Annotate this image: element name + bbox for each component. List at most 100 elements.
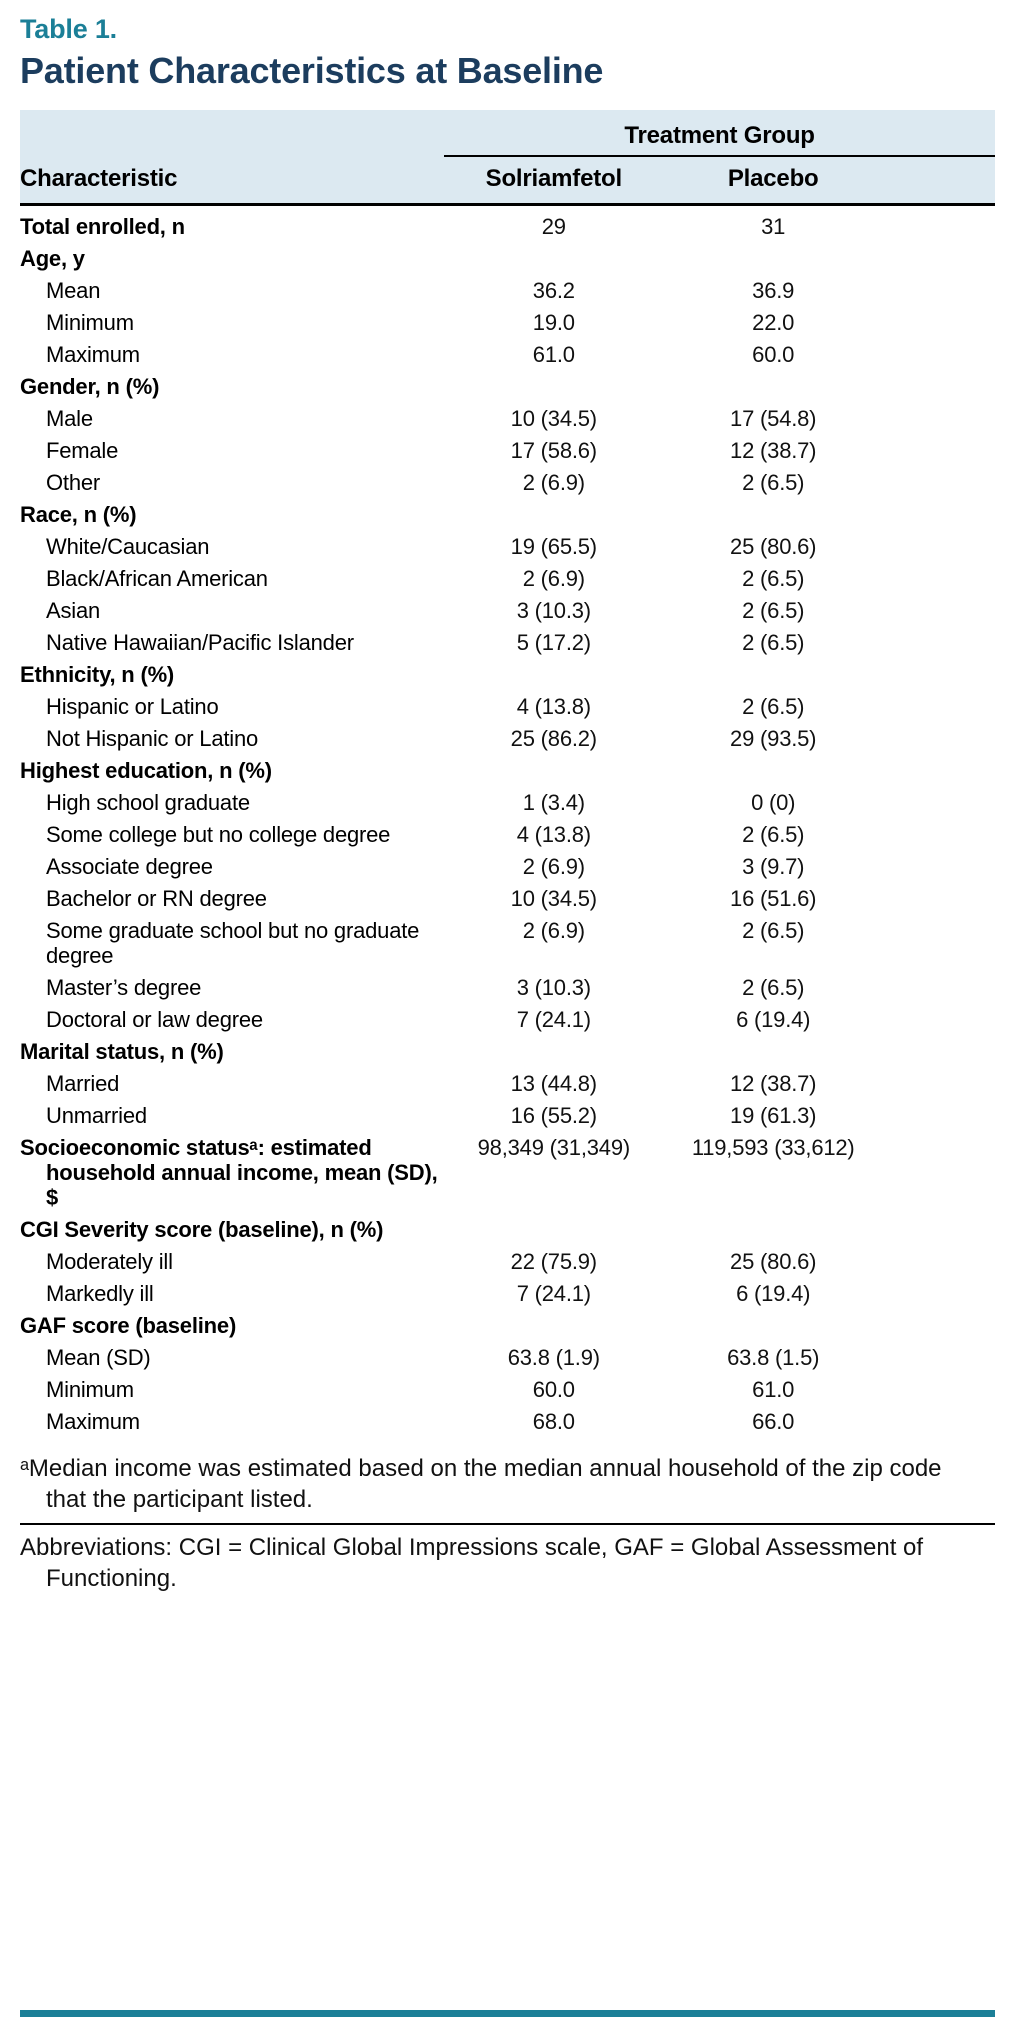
row-value-solriamfetol: 98,349 (31,349)	[477, 1135, 631, 1160]
row-value-solriamfetol	[444, 1309, 663, 1341]
table-row: Male 10 (34.5) 17 (54.8)	[20, 402, 995, 434]
row-filler	[883, 1099, 995, 1131]
table-number-label: Table 1.	[20, 14, 117, 44]
row-label: Mean (SD)	[46, 1345, 151, 1370]
row-value-placebo	[664, 498, 883, 530]
row-label: Master’s degree	[46, 975, 202, 1000]
row-value-solriamfetol: 2 (6.9)	[522, 918, 585, 943]
row-label: Minimum	[46, 1377, 134, 1402]
table-row: Married 13 (44.8) 12 (38.7)	[20, 1067, 995, 1099]
row-value-solriamfetol: 19.0	[532, 310, 575, 335]
row-value-placebo: 2 (6.5)	[742, 630, 805, 655]
row-value-solriamfetol: 10 (34.5)	[510, 886, 597, 911]
row-label: Unmarried	[46, 1103, 147, 1128]
row-value-solriamfetol: 2 (6.9)	[522, 470, 585, 495]
table-section-row: Age, y	[20, 242, 995, 274]
row-value-solriamfetol	[444, 498, 663, 530]
row-value-solriamfetol: 36.2	[532, 278, 575, 303]
table-section-row: Race, n (%)	[20, 498, 995, 530]
row-value-placebo: 2 (6.5)	[742, 822, 805, 847]
row-filler	[883, 914, 995, 971]
row-filler	[883, 338, 995, 370]
row-value-solriamfetol: 1 (3.4)	[522, 790, 585, 815]
row-filler	[883, 658, 995, 690]
row-value-placebo	[664, 754, 883, 786]
table-row: Maximum 61.0 60.0	[20, 338, 995, 370]
row-label: White/Caucasian	[46, 534, 210, 559]
bottom-accent-rule	[20, 2010, 995, 2017]
row-value-placebo: 0 (0)	[751, 790, 796, 815]
row-label: Some graduate school but no graduate deg…	[46, 918, 420, 968]
row-filler	[883, 530, 995, 562]
row-value-solriamfetol	[444, 242, 663, 274]
row-label: Moderately ill	[46, 1249, 173, 1274]
row-value-placebo: 16 (51.6)	[730, 886, 817, 911]
row-label: CGI Severity score (baseline), n (%)	[20, 1217, 384, 1242]
row-value-placebo: 2 (6.5)	[742, 918, 805, 943]
row-label: Markedly ill	[46, 1281, 154, 1306]
table-row: Bachelor or RN degree 10 (34.5) 16 (51.6)	[20, 882, 995, 914]
row-label: Doctoral or law degree	[46, 1007, 263, 1032]
table-row: Minimum 60.0 61.0	[20, 1373, 995, 1405]
row-value-placebo: 12 (38.7)	[730, 1071, 817, 1096]
row-value-placebo: 61.0	[752, 1377, 795, 1402]
column-header-filler	[882, 156, 995, 206]
row-value-solriamfetol: 29	[541, 214, 566, 239]
row-filler	[883, 402, 995, 434]
row-value-solriamfetol: 2 (6.9)	[522, 854, 585, 879]
row-value-placebo: 12 (38.7)	[730, 438, 817, 463]
row-filler	[883, 722, 995, 754]
row-value-solriamfetol	[444, 658, 663, 690]
treatment-group-header: Treatment Group	[444, 110, 995, 157]
table-section-row: Gender, n (%)	[20, 370, 995, 402]
row-label: Not Hispanic or Latino	[46, 726, 259, 751]
table-row: Doctoral or law degree 7 (24.1) 6 (19.4)	[20, 1003, 995, 1035]
row-filler	[883, 1035, 995, 1067]
row-value-solriamfetol	[444, 1035, 663, 1067]
row-filler	[883, 1067, 995, 1099]
row-label: Ethnicity, n (%)	[20, 662, 175, 687]
row-value-solriamfetol: 25 (86.2)	[510, 726, 597, 751]
row-label: Minimum	[46, 310, 134, 335]
row-value-placebo: 6 (19.4)	[736, 1007, 811, 1032]
row-filler	[883, 242, 995, 274]
row-value-solriamfetol: 3 (10.3)	[516, 598, 591, 623]
row-value-solriamfetol: 10 (34.5)	[510, 406, 597, 431]
row-filler	[883, 626, 995, 658]
table-row: High school graduate 1 (3.4) 0 (0)	[20, 786, 995, 818]
table-row: Total enrolled, n 29 31	[20, 205, 995, 243]
row-label: Asian	[46, 598, 101, 623]
row-label: Race, n (%)	[20, 502, 137, 527]
row-filler	[883, 882, 995, 914]
row-label: GAF score (baseline)	[20, 1313, 237, 1338]
row-value-placebo	[664, 1035, 883, 1067]
row-filler	[883, 754, 995, 786]
row-filler	[883, 434, 995, 466]
row-filler	[883, 971, 995, 1003]
row-filler	[883, 1245, 995, 1277]
table-row: Some graduate school but no graduate deg…	[20, 914, 995, 971]
row-value-placebo: 36.9	[752, 278, 795, 303]
row-value-solriamfetol: 3 (10.3)	[516, 975, 591, 1000]
row-value-placebo: 6 (19.4)	[736, 1281, 811, 1306]
table-section-row: Ethnicity, n (%)	[20, 658, 995, 690]
row-value-placebo: 19 (61.3)	[730, 1103, 817, 1128]
row-filler	[883, 1341, 995, 1373]
row-value-placebo: 2 (6.5)	[742, 598, 805, 623]
table-section-row: Marital status, n (%)	[20, 1035, 995, 1067]
row-label: Maximum	[46, 342, 140, 367]
row-value-placebo	[664, 658, 883, 690]
row-value-solriamfetol: 7 (24.1)	[516, 1007, 591, 1032]
row-value-solriamfetol: 22 (75.9)	[510, 1249, 597, 1274]
row-value-placebo: 17 (54.8)	[730, 406, 817, 431]
row-filler	[883, 1277, 995, 1309]
row-value-placebo: 63.8 (1.5)	[727, 1345, 820, 1370]
row-filler	[883, 370, 995, 402]
row-label: Native Hawaiian/Pacific Islander	[46, 630, 354, 655]
row-filler	[883, 562, 995, 594]
row-filler	[883, 1405, 995, 1437]
row-value-placebo: 25 (80.6)	[730, 1249, 817, 1274]
column-header-placebo: Placebo	[663, 156, 883, 206]
row-value-solriamfetol	[444, 1213, 663, 1245]
